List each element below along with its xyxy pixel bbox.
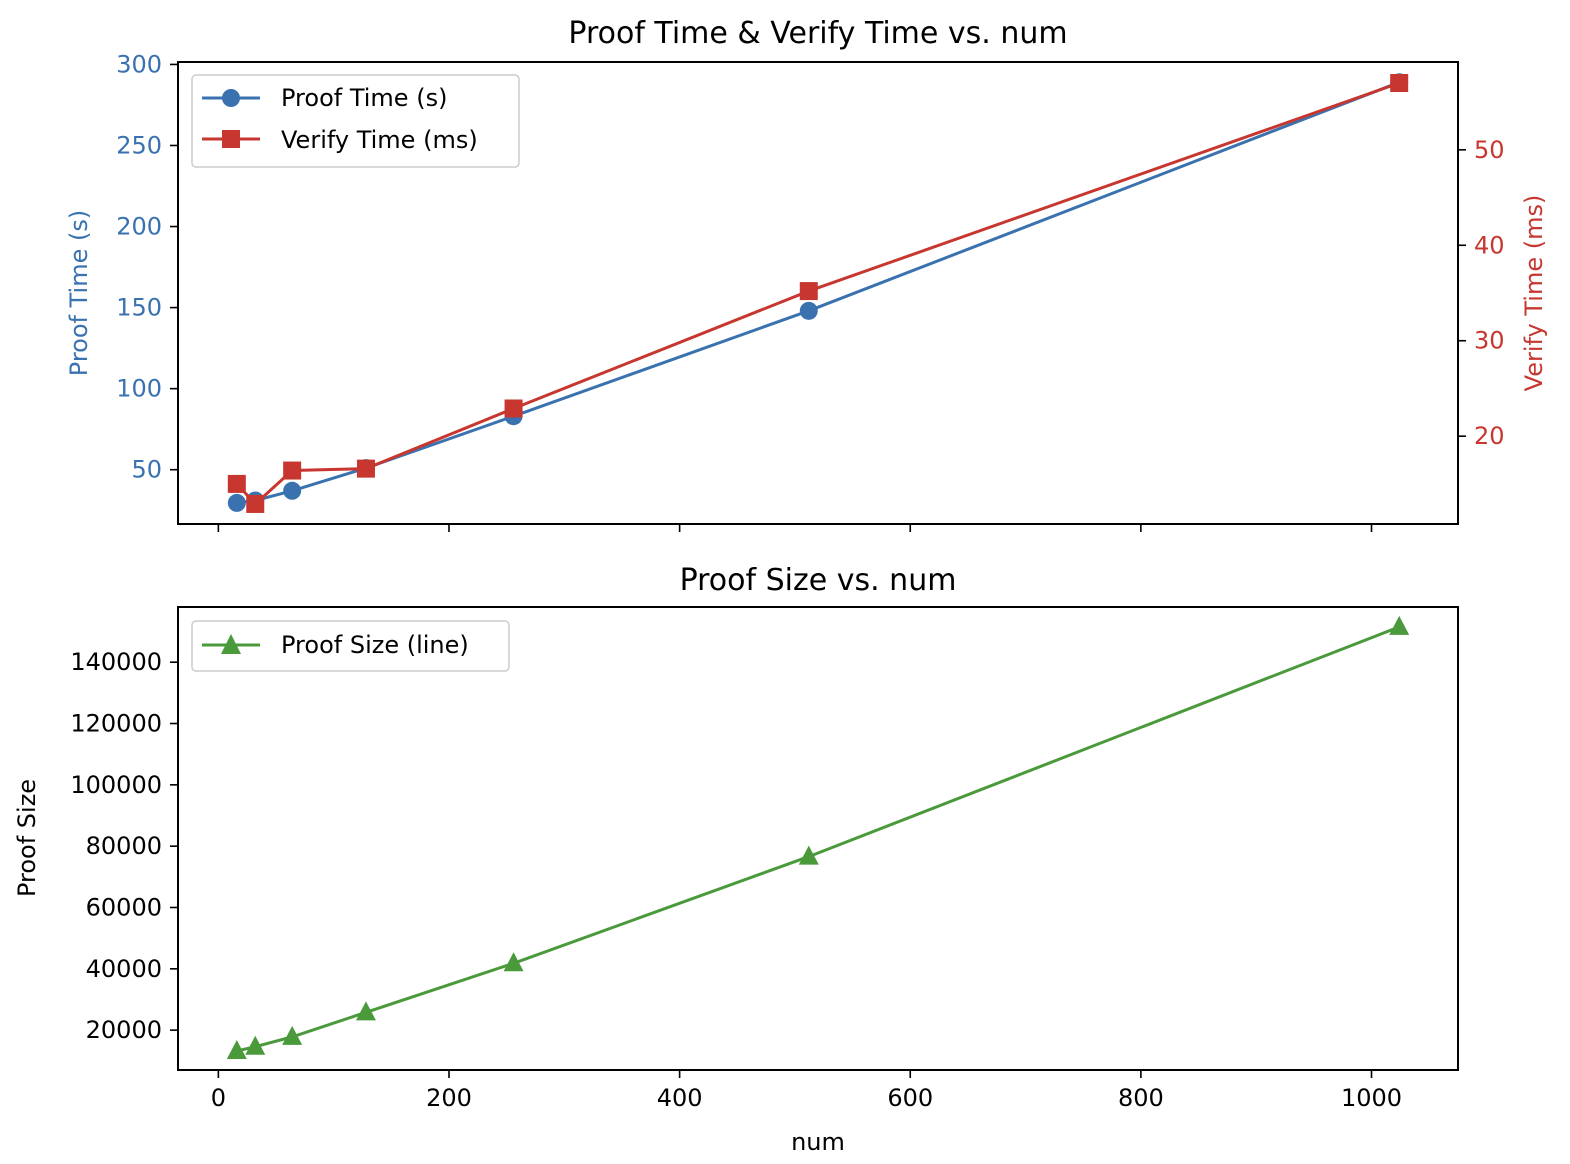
bottom-x-tick-label: 1000 xyxy=(1341,1084,1402,1112)
top-axes-frame xyxy=(177,61,1459,525)
proof-time-point xyxy=(227,493,246,512)
verify-time-point xyxy=(356,459,375,478)
top-chart-title: Proof Time & Verify Time vs. num xyxy=(568,16,1067,51)
bottom-y-tick-label: 120000 xyxy=(70,710,162,738)
bottom-y-tick-label: 60000 xyxy=(86,893,162,921)
proof-size-point xyxy=(1389,615,1410,635)
top-right-y-tick-label: 50 xyxy=(1474,136,1505,164)
bottom-y-tick-label: 20000 xyxy=(86,1016,162,1044)
top-left-y-tick-label: 100 xyxy=(116,375,162,403)
verify-time-point xyxy=(799,282,818,301)
verify-time-point xyxy=(283,461,302,480)
proof-size-line xyxy=(236,625,1400,1053)
top-left-y-tick-label: 250 xyxy=(116,131,162,159)
proof-size-point xyxy=(226,1039,247,1059)
verify-time-point xyxy=(227,474,246,493)
top-left-y-axis-label: Proof Time (s) xyxy=(65,210,93,376)
bottom-axes-frame xyxy=(177,606,1459,1071)
bottom-x-tick-label: 600 xyxy=(887,1084,933,1112)
legend-verify-time-marker xyxy=(222,130,240,148)
legend-proof-size-marker xyxy=(221,634,241,654)
verify-time-point xyxy=(1390,74,1409,92)
top-left-y-tick-label: 50 xyxy=(131,456,162,484)
top-left-y-tick-label: 300 xyxy=(116,50,162,78)
top-legend-box xyxy=(191,74,520,168)
legend-verify-time-label: Verify Time (ms) xyxy=(281,126,478,154)
top-right-y-tick-label: 30 xyxy=(1474,327,1505,355)
bottom-y-tick-label: 40000 xyxy=(86,955,162,983)
top-plot-area: 50 100 150 200 250 300 20 30 40 50 xyxy=(116,50,1505,532)
proof-size-point xyxy=(355,1001,376,1021)
bottom-x-tick-label: 0 xyxy=(211,1084,226,1112)
verify-time-point xyxy=(246,494,265,513)
bottom-y-tick-label: 140000 xyxy=(70,648,162,676)
bottom-x-tick-label: 400 xyxy=(657,1084,703,1112)
top-left-y-tick-label: 150 xyxy=(116,294,162,322)
bottom-y-axis-label: Proof Size xyxy=(13,779,41,897)
bottom-x-tick-label: 800 xyxy=(1118,1084,1164,1112)
legend-proof-time-marker xyxy=(222,89,240,107)
proof-size-point xyxy=(245,1035,266,1055)
bottom-legend: Proof Size (line) xyxy=(191,620,510,672)
legend-proof-size-label: Proof Size (line) xyxy=(281,631,469,659)
bottom-y-tick-label: 80000 xyxy=(86,832,162,860)
bottom-plot-area: 0 200 400 600 800 1000 20000 40000 60000 80000 100… xyxy=(70,615,1410,1112)
bottom-chart-title: Proof Size vs. num xyxy=(680,563,957,598)
proof-size-point xyxy=(503,952,524,972)
bottom-subplot: Proof Size vs. num 0 200 400 600 800 1000 2000… xyxy=(13,563,1459,1156)
top-right-y-tick-label: 40 xyxy=(1474,231,1505,259)
verify-time-point xyxy=(504,399,523,418)
proof-time-point xyxy=(283,481,302,500)
proof-time-point xyxy=(799,301,818,320)
bottom-x-axis-label: num xyxy=(791,1128,845,1156)
top-right-y-tick-label: 20 xyxy=(1474,422,1505,450)
proof-size-point xyxy=(282,1025,303,1045)
bottom-legend-box xyxy=(191,620,510,672)
top-right-y-axis-label: Verify Time (ms) xyxy=(1520,195,1548,392)
proof-size-point xyxy=(798,845,819,865)
bottom-y-tick-label: 100000 xyxy=(70,771,162,799)
legend-proof-time-label: Proof Time (s) xyxy=(281,84,447,112)
bottom-x-tick-label: 200 xyxy=(426,1084,472,1112)
top-subplot: Proof Time & Verify Time vs. num 50 100 15… xyxy=(65,16,1548,532)
top-legend: Proof Time (s) Verify Time (ms) xyxy=(191,74,520,168)
top-left-y-tick-label: 200 xyxy=(116,213,162,241)
